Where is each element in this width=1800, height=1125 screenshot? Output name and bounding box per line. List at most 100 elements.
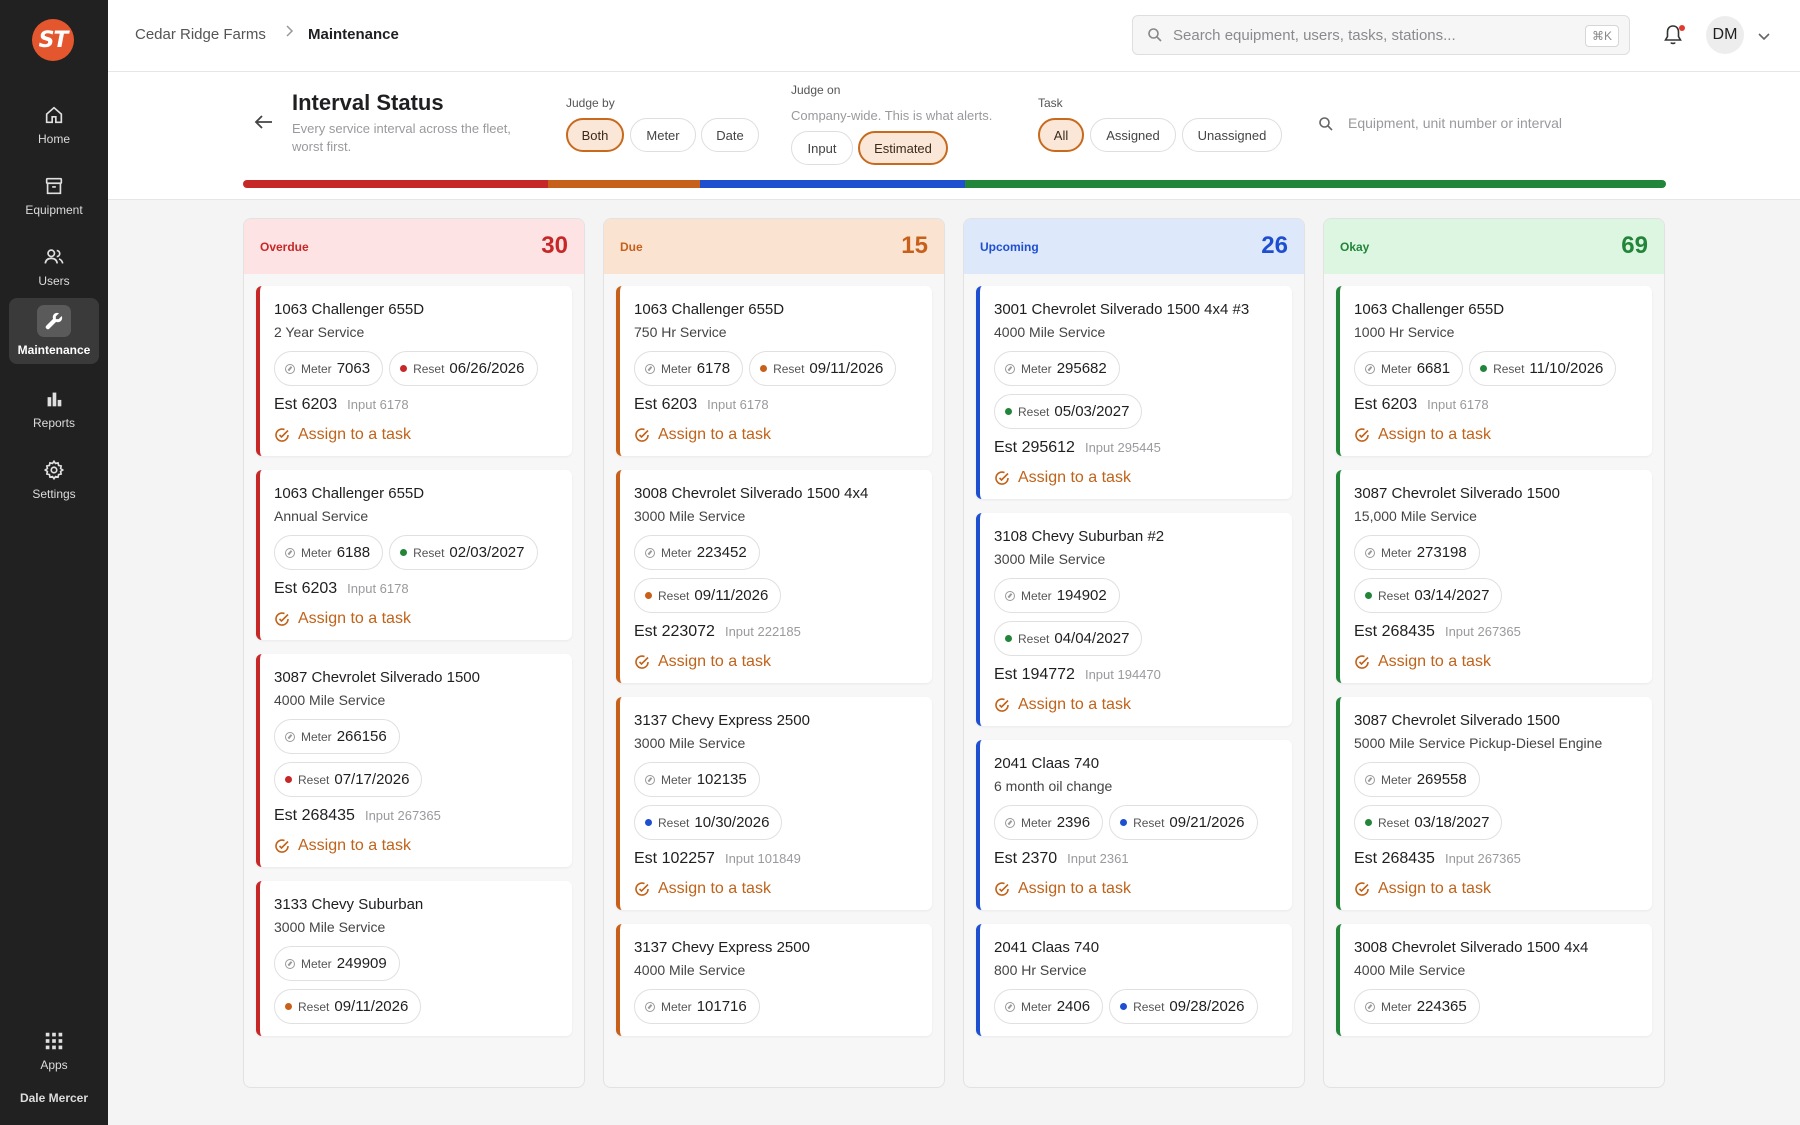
card-equipment-name: 3087 Chevrolet Silverado 1500 <box>1354 485 1560 502</box>
assign-label: Assign to a task <box>658 880 771 897</box>
sidebar-item-home[interactable]: Home <box>9 92 99 158</box>
reset-pill: Reset 11/10/2026 <box>1469 351 1617 386</box>
interval-card[interactable]: 2041 Claas 740 6 month oil change Meter 239… <box>976 740 1292 910</box>
task-assigned-chip[interactable]: Assigned <box>1090 118 1176 152</box>
interval-card[interactable]: 2041 Claas 740 800 Hr Service Meter 2406 Res… <box>976 924 1292 1036</box>
interval-card[interactable]: 3087 Chevrolet Silverado 1500 5000 Mile S… <box>1336 697 1652 910</box>
sidebar-item-users[interactable]: Users <box>9 234 99 300</box>
assign-to-task-link[interactable]: Assign to a task <box>274 610 560 628</box>
meter-label: Meter <box>1021 999 1052 1014</box>
interval-card[interactable]: 1063 Challenger 655D 2 Year Service Meter 7… <box>256 286 572 456</box>
sidebar-item-equipment[interactable]: Equipment <box>9 163 99 229</box>
assign-to-task-link[interactable]: Assign to a task <box>274 426 560 444</box>
reset-pill: Reset 09/28/2026 <box>1109 989 1258 1024</box>
card-pills: Meter 273198 Reset 03/14/2027 <box>1354 535 1640 613</box>
interval-card[interactable]: 3108 Chevy Suburban #2 3000 Mile Service M… <box>976 513 1292 726</box>
assign-to-task-link[interactable]: Assign to a task <box>994 696 1280 714</box>
meter-value: 6681 <box>1416 360 1451 377</box>
interval-filter-input[interactable] <box>1348 108 1648 138</box>
estimate-row: Est 6203 Input 6178 <box>274 396 560 414</box>
judge-by-both-chip[interactable]: Both <box>566 118 624 152</box>
judge-on-estimated-chip[interactable]: Estimated <box>858 131 948 165</box>
bell-icon[interactable] <box>1663 24 1683 51</box>
current-user-name[interactable]: Dale Mercer <box>19 1091 89 1105</box>
gauge-icon <box>1365 363 1375 374</box>
interval-card[interactable]: 3087 Chevrolet Silverado 1500 15,000 Mile… <box>1336 470 1652 683</box>
column-due: Due 15 1063 Challenger 655D 750 Hr Service M… <box>603 218 945 1088</box>
assign-to-task-link[interactable]: Assign to a task <box>634 653 920 671</box>
card-interval-name: 3000 Mile Service <box>994 551 1106 567</box>
card-pills: Meter 295682 Reset 05/03/2027 <box>994 351 1280 429</box>
interval-card[interactable]: 1063 Challenger 655D 750 Hr Service Meter 6… <box>616 286 932 456</box>
estimate-row: Est 194772 Input 194470 <box>994 666 1280 684</box>
assign-label: Assign to a task <box>298 837 411 854</box>
interval-card[interactable]: 1063 Challenger 655D 1000 Hr Service Meter… <box>1336 286 1652 456</box>
gauge-icon <box>1365 1001 1375 1012</box>
back-arrow-icon[interactable] <box>254 114 274 135</box>
assign-to-task-link[interactable]: Assign to a task <box>634 426 920 444</box>
card-interval-name: 3000 Mile Service <box>634 508 746 524</box>
task-check-icon <box>635 428 649 442</box>
assign-to-task-link[interactable]: Assign to a task <box>1354 426 1640 444</box>
sidebar-item-maintenance[interactable]: Maintenance <box>9 298 99 364</box>
card-equipment-name: 3137 Chevy Express 2500 <box>634 712 810 729</box>
reset-status-dot <box>1365 819 1372 826</box>
avatar[interactable]: DM <box>1706 16 1744 54</box>
sidebar-item-label: Equipment <box>25 203 83 217</box>
meter-pill: Meter 266156 <box>274 719 400 754</box>
meter-value: 224365 <box>1416 998 1467 1015</box>
task-all-chip[interactable]: All <box>1038 118 1084 152</box>
assign-to-task-link[interactable]: Assign to a task <box>274 837 560 855</box>
interval-card[interactable]: 3137 Chevy Express 2500 3000 Mile Service… <box>616 697 932 910</box>
card-equipment-name: 2041 Claas 740 <box>994 939 1100 956</box>
gauge-icon <box>1005 817 1015 828</box>
meter-value: 269558 <box>1416 771 1467 788</box>
assign-to-task-link[interactable]: Assign to a task <box>1354 653 1640 671</box>
assign-to-task-link[interactable]: Assign to a task <box>1354 880 1640 898</box>
status-segment-due <box>547 180 701 188</box>
app-logo[interactable]: ST <box>32 19 74 61</box>
interval-card[interactable]: 3008 Chevrolet Silverado 1500 4x4 3000 Mi… <box>616 470 932 683</box>
chevron-down-icon[interactable] <box>1758 28 1770 46</box>
interval-card[interactable]: 3008 Chevrolet Silverado 1500 4x4 4000 Mi… <box>1336 924 1652 1036</box>
column-header: Due 15 <box>604 219 944 274</box>
interval-card[interactable]: 3137 Chevy Express 2500 4000 Mile Service… <box>616 924 932 1036</box>
reset-label: Reset <box>298 999 330 1014</box>
interval-card[interactable]: 1063 Challenger 655D Annual Service Meter 6… <box>256 470 572 640</box>
assign-to-task-link[interactable]: Assign to a task <box>994 880 1280 898</box>
task-check-icon <box>995 882 1009 896</box>
sidebar: ST Home Equipment Users Maintenance Repo… <box>0 0 108 1125</box>
reset-label: Reset <box>773 361 805 376</box>
judge-by-date-chip[interactable]: Date <box>701 118 759 152</box>
sidebar-item-apps[interactable]: Apps <box>9 1018 99 1084</box>
sidebar-item-label: Reports <box>32 416 76 430</box>
assign-to-task-link[interactable]: Assign to a task <box>994 469 1280 487</box>
meter-pill: Meter 269558 <box>1354 762 1480 797</box>
reset-label: Reset <box>1493 361 1525 376</box>
wrench-icon <box>37 305 71 337</box>
assign-to-task-link[interactable]: Assign to a task <box>634 880 920 898</box>
breadcrumb-root[interactable]: Cedar Ridge Farms <box>135 26 266 43</box>
sidebar-item-settings[interactable]: Settings <box>9 447 99 513</box>
meter-value: 102135 <box>696 771 747 788</box>
interval-card[interactable]: 3133 Chevy Suburban 3000 Mile Service Mete… <box>256 881 572 1036</box>
estimated-value: Est 6203 <box>274 580 338 597</box>
card-equipment-name: 3133 Chevy Suburban <box>274 896 424 913</box>
estimate-row: Est 6203 Input 6178 <box>634 396 920 414</box>
global-search-input[interactable] <box>1173 16 1573 54</box>
interval-card[interactable]: 3001 Chevrolet Silverado 1500 4x4 #3 4000… <box>976 286 1292 499</box>
card-interval-name: 5000 Mile Service Pickup-Diesel Engine <box>1354 735 1603 751</box>
column-upcoming: Upcoming 26 3001 Chevrolet Silverado 1500 … <box>963 218 1305 1088</box>
meter-pill: Meter 273198 <box>1354 535 1480 570</box>
judge-on-input-chip[interactable]: Input <box>791 131 853 165</box>
input-value: Input 2361 <box>1067 851 1129 866</box>
interval-card[interactable]: 3087 Chevrolet Silverado 1500 4000 Mile S… <box>256 654 572 867</box>
global-search[interactable]: ⌘K <box>1132 15 1630 55</box>
meter-pill: Meter 7063 <box>274 351 384 386</box>
sidebar-item-reports[interactable]: Reports <box>9 376 99 442</box>
judge-by-meter-chip[interactable]: Meter <box>630 118 696 152</box>
column-header: Okay 69 <box>1324 219 1664 274</box>
search-icon <box>1318 116 1334 137</box>
column-body: 1063 Challenger 655D 1000 Hr Service Meter… <box>1324 274 1664 1036</box>
task-unassigned-chip[interactable]: Unassigned <box>1182 118 1282 152</box>
